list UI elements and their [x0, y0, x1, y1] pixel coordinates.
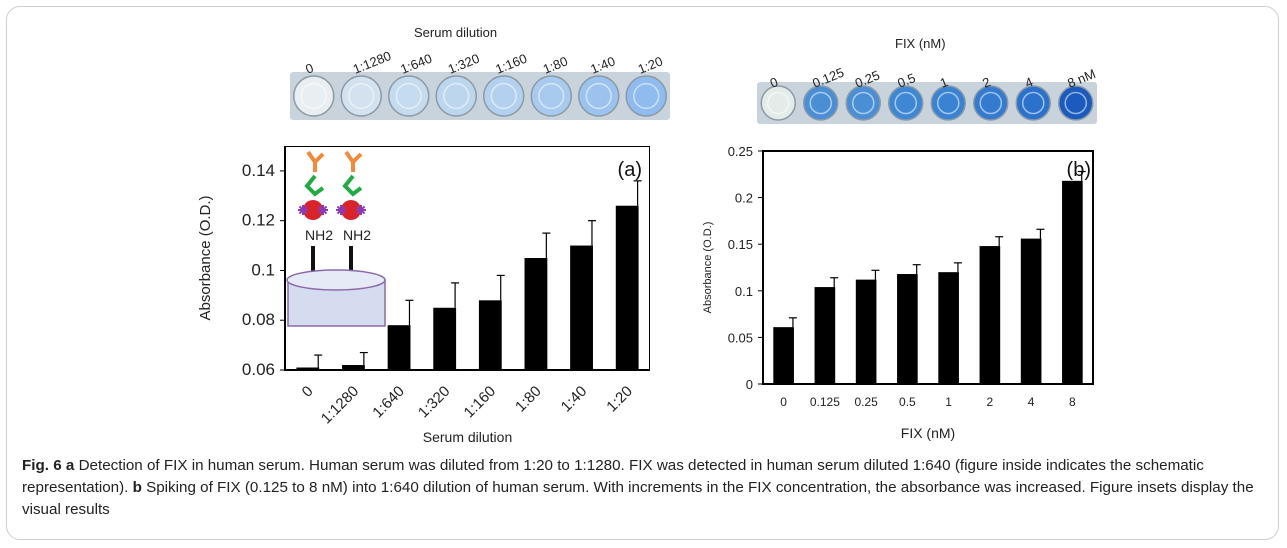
chart-b-bar-6 — [1020, 238, 1042, 384]
chart-a: 0.06 0.08 0.1 0.12 0.14 0 1:1280 1:640 1:320 1:16… — [197, 146, 650, 445]
chart-a-bar-5 — [524, 258, 548, 370]
photo-b-well-6 — [1015, 85, 1051, 121]
photo-a-well-1 — [340, 75, 382, 117]
chart-a-xtick-label-7: 1:20 — [603, 383, 636, 416]
photo-a-well-6 — [578, 75, 620, 117]
panel-a-photo-title: Serum dilution — [414, 25, 498, 40]
chart-b-xtick-label-6: 4 — [1028, 395, 1035, 409]
chart-b-xtick-label-4: 1 — [945, 395, 952, 409]
chart-a-bar-4 — [478, 300, 502, 370]
chart-b-bar-2 — [855, 279, 877, 384]
panel-b-photo-strip: FIX (nM) 0 0.125 0.25 0.5 1 2 4 8 nM — [757, 34, 1097, 154]
figure-frame — [6, 6, 1279, 540]
chart-b-ytick-label-4: 0.2 — [735, 191, 753, 206]
photo-a-well-5 — [530, 75, 572, 117]
photo-b-well-0 — [760, 85, 796, 121]
chart-a-xtick-label-4: 1:160 — [461, 383, 500, 422]
photo-b-well-2 — [845, 85, 881, 121]
chart-a-ylabel: Absorbance (O.D.) — [197, 195, 214, 320]
photo-a-well-0 — [293, 75, 335, 117]
chart-a-ytick-label-1: 0.08 — [242, 310, 275, 329]
photo-a-well-2 — [388, 75, 430, 117]
chart-a-plot-area — [284, 146, 650, 371]
panel-a-label: (a) — [618, 159, 642, 181]
photo-a-well-3 — [435, 75, 477, 117]
chart-b-xtick-label-5: 2 — [987, 395, 994, 409]
photo-a-well-7 — [625, 75, 667, 117]
photo-b-well-label-3: 0.5 — [895, 70, 917, 91]
chart-b-xtick-label-3: 0.5 — [899, 395, 916, 409]
figure-caption: Fig. 6 a Detection of FIX in human serum… — [22, 455, 1262, 521]
chart-b-bar-1 — [814, 287, 836, 384]
chart-a-xtick-label-1: 1:1280 — [318, 383, 362, 427]
photo-b-plate — [757, 82, 1097, 124]
chart-b-xtick-label-0: 0 — [780, 395, 787, 409]
chart-a-bar-6 — [570, 245, 593, 370]
schematic-inset: NH2 NH2 — [286, 150, 386, 327]
chart-a-ytick-label-3: 0.12 — [242, 211, 275, 230]
caption-b-text: Spiking of FIX (0.125 to 8 nM) into 1:64… — [22, 479, 1254, 518]
photo-a-plate — [290, 72, 670, 120]
chart-b-xtick-label-2: 0.25 — [854, 395, 878, 409]
nh2-label-0: NH2 — [305, 227, 333, 243]
chart-b-ytick-label-2: 0.1 — [735, 284, 753, 299]
panel-b-well-photo: 0 0.125 0.25 0.5 1 2 4 8 nM — [757, 65, 1097, 124]
chart-b-bar-0 — [773, 327, 794, 384]
chart-b-bar-3 — [897, 274, 918, 384]
photo-b-well-4 — [930, 85, 966, 121]
chart-a-xtick-label-0: 0 — [299, 383, 317, 401]
chart-a-xtick-label-6: 1:40 — [558, 383, 591, 416]
antibody-1: NH2 — [336, 150, 371, 274]
chart-a-bar-3 — [433, 307, 457, 370]
panel-b-label: (b) — [1067, 159, 1091, 181]
chart-a-bar-0 — [296, 367, 320, 370]
chart-b-xtick-label-7: 8 — [1069, 395, 1076, 409]
chart-a-ytick-label-2: 0.1 — [251, 260, 275, 279]
panel-a-well-photo: 0 1:1280 1:640 1:320 1:160 1:80 1:40 1:20 — [290, 48, 670, 120]
chart-a-bar-2 — [387, 325, 411, 370]
chart-b-ytick-label-1: 0.05 — [728, 330, 753, 345]
caption-a-label: a — [65, 457, 75, 474]
chart-a-bar-7 — [615, 205, 639, 370]
chart-a-xtick-label-2: 1:640 — [369, 383, 408, 422]
photo-b-well-7 — [1058, 85, 1094, 121]
well-rim — [286, 269, 386, 291]
panel-b-photo-title: FIX (nM) — [895, 36, 946, 51]
chart-a-xtick-label-3: 1:320 — [415, 383, 454, 422]
antibody-0: NH2 — [298, 150, 333, 274]
chart-b-xlabel: FIX (nM) — [901, 425, 955, 441]
chart-b-ytick-label-0: 0 — [746, 377, 753, 392]
chart-b-ylabel: Absorbance (O.D.) — [702, 222, 714, 314]
photo-b-well-1 — [803, 85, 839, 121]
caption-fig-label: Fig. 6 — [22, 457, 62, 474]
chart-b-ytick-label-3: 0.15 — [728, 237, 753, 252]
chart-b-xtick-label-1: 0.125 — [810, 395, 840, 409]
nh2-label-1: NH2 — [343, 227, 371, 243]
photo-a-well-4 — [483, 75, 525, 117]
chart-b-bar-4 — [938, 272, 959, 384]
panel-a-photo-strip: Serum dilution 0 1:1280 1:640 1:320 1:160 1:8… — [262, 22, 670, 152]
chart-b-ytick-label-5: 0.25 — [728, 146, 753, 159]
caption-a-text: Detection of FIX in human serum. Human s… — [22, 457, 1204, 496]
chart-a-ytick-label-4: 0.14 — [242, 161, 275, 180]
photo-b-well-3 — [888, 85, 924, 121]
chart-b-bar-5 — [979, 246, 1001, 384]
caption-b-label: b — [132, 479, 142, 496]
chart-b-bar-7 — [1062, 180, 1083, 384]
photo-b-well-5 — [973, 85, 1009, 121]
chart-a-bar-1 — [342, 365, 365, 370]
chart-a-ytick-label-0: 0.06 — [242, 360, 275, 379]
chart-a-xtick-label-5: 1:80 — [512, 383, 545, 416]
chart-b: 0 0.05 0.1 0.15 0.2 0.25 0 0.125 0.25 0.5 1 2 4 8 Abso… — [702, 146, 1094, 441]
chart-b-plot-area — [762, 150, 1094, 385]
chart-a-xlabel: Serum dilution — [423, 429, 513, 445]
